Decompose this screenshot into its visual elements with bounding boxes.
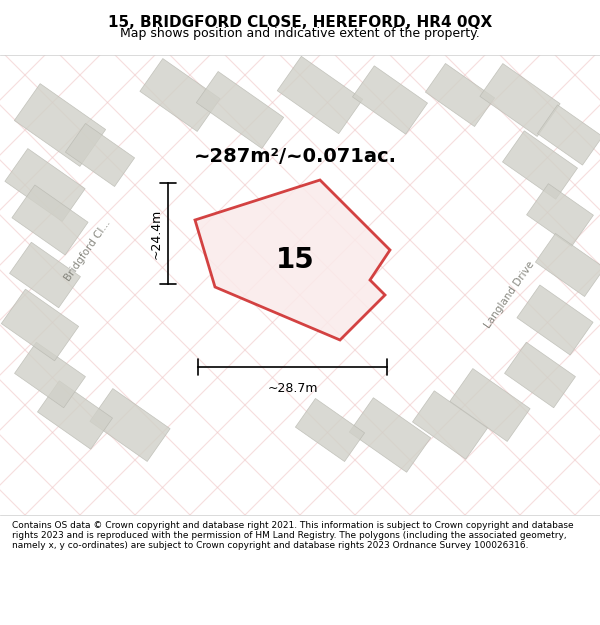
- Polygon shape: [502, 131, 578, 199]
- Polygon shape: [480, 64, 560, 136]
- Text: 15: 15: [275, 246, 314, 274]
- Polygon shape: [505, 342, 575, 408]
- Polygon shape: [425, 64, 494, 126]
- Polygon shape: [37, 381, 113, 449]
- Polygon shape: [14, 84, 106, 166]
- Polygon shape: [140, 59, 220, 131]
- Text: ~287m²/~0.071ac.: ~287m²/~0.071ac.: [193, 148, 397, 166]
- Polygon shape: [12, 185, 88, 255]
- Polygon shape: [412, 391, 488, 459]
- Text: Bridgford Cl...: Bridgford Cl...: [63, 217, 113, 282]
- Polygon shape: [352, 66, 428, 134]
- Polygon shape: [517, 285, 593, 355]
- Polygon shape: [527, 184, 593, 246]
- Polygon shape: [195, 180, 390, 340]
- Polygon shape: [5, 149, 85, 221]
- Polygon shape: [538, 105, 600, 165]
- Polygon shape: [295, 399, 365, 461]
- Polygon shape: [14, 342, 85, 408]
- Text: Langland Drive: Langland Drive: [483, 260, 537, 330]
- Text: ~28.7m: ~28.7m: [267, 382, 318, 395]
- Polygon shape: [277, 56, 363, 134]
- Polygon shape: [65, 124, 134, 186]
- Text: 15, BRIDGFORD CLOSE, HEREFORD, HR4 0QX: 15, BRIDGFORD CLOSE, HEREFORD, HR4 0QX: [108, 16, 492, 31]
- Polygon shape: [1, 289, 79, 361]
- Polygon shape: [349, 398, 431, 472]
- Polygon shape: [196, 71, 284, 149]
- Text: Contains OS data © Crown copyright and database right 2021. This information is : Contains OS data © Crown copyright and d…: [12, 521, 574, 550]
- Text: ~24.4m: ~24.4m: [150, 208, 163, 259]
- Polygon shape: [535, 234, 600, 296]
- Text: Map shows position and indicative extent of the property.: Map shows position and indicative extent…: [120, 27, 480, 39]
- Polygon shape: [90, 389, 170, 461]
- Polygon shape: [450, 369, 530, 441]
- Polygon shape: [10, 242, 80, 308]
